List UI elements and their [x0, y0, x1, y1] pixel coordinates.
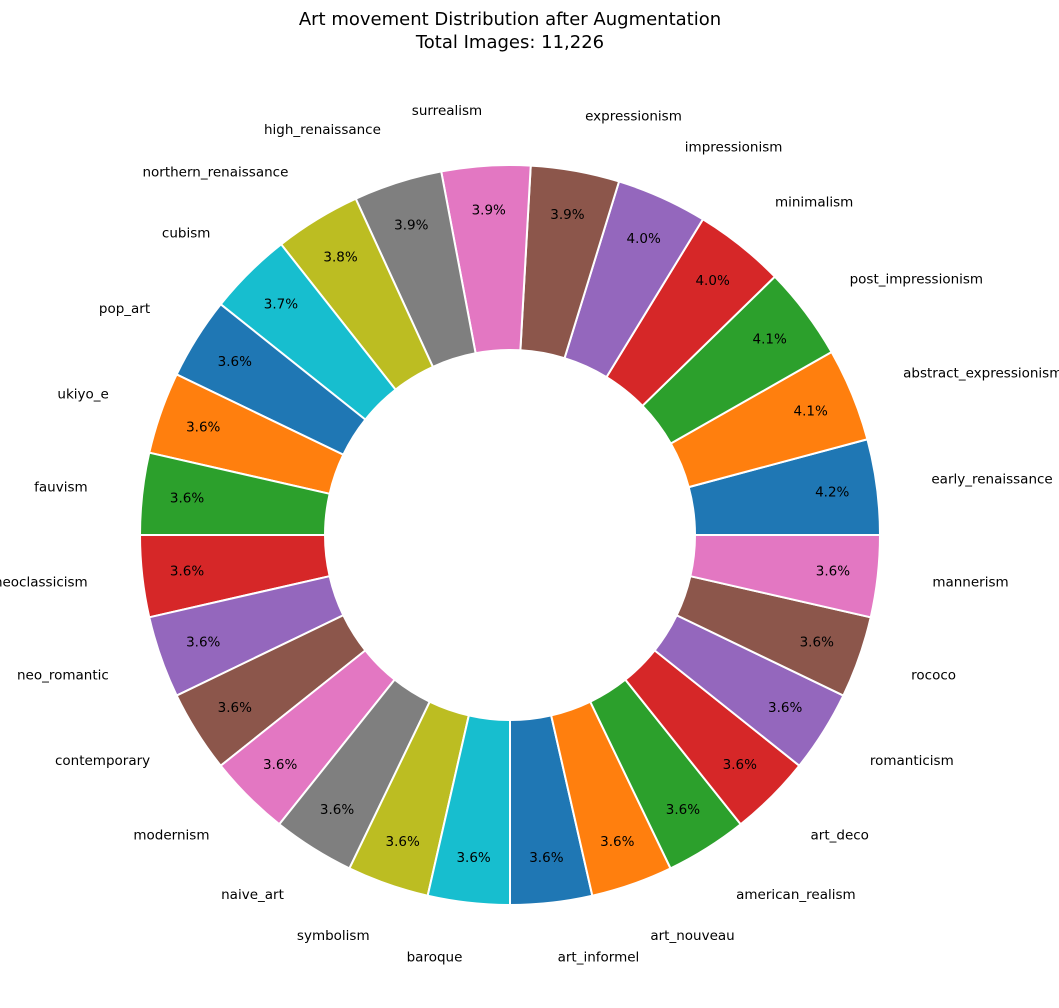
chart-title: Art movement Distribution after Augmenta… — [299, 9, 721, 30]
category-label-post-impressionism: post_impressionism — [850, 271, 984, 287]
slices-group — [138, 164, 882, 907]
category-label-romanticism: romanticism — [870, 753, 954, 769]
percent-label-ukiyo-e: 3.6% — [186, 420, 220, 436]
percent-label-modernism: 3.6% — [263, 757, 297, 773]
percent-label-neo-romantic: 3.6% — [186, 634, 220, 650]
category-label-pop-art: pop_art — [99, 301, 150, 317]
category-label-cubism: cubism — [162, 226, 210, 242]
percent-label-art-deco: 3.6% — [723, 757, 757, 773]
percent-label-baroque: 3.6% — [456, 850, 490, 866]
category-label-art-informel: art_informel — [558, 949, 640, 965]
category-labels-group: early_renaissance abstract_expressionism p… — [0, 103, 1059, 965]
percent-label-fauvism: 3.6% — [170, 491, 204, 507]
percent-label-cubism: 3.7% — [264, 296, 298, 312]
category-label-rococo: rococo — [911, 667, 956, 683]
category-label-fauvism: fauvism — [34, 479, 88, 495]
category-label-american-realism: american_realism — [736, 887, 856, 903]
percent-label-pop-art: 3.6% — [218, 354, 252, 370]
percent-label-surrealism: 3.9% — [472, 203, 506, 219]
category-label-neoclassicism: neoclassicism — [0, 575, 88, 591]
category-label-baroque: baroque — [407, 949, 463, 965]
category-label-abstract-expressionism: abstract_expressionism — [903, 366, 1059, 382]
percent-label-american-realism: 3.6% — [666, 802, 700, 818]
percent-label-post-impressionism: 4.1% — [753, 332, 787, 348]
percent-label-abstract-expressionism: 4.1% — [793, 404, 827, 420]
percent-label-mannerism: 3.6% — [816, 563, 850, 579]
percent-label-neoclassicism: 3.6% — [170, 563, 204, 579]
percent-label-expressionism: 3.9% — [550, 207, 584, 223]
category-label-minimalism: minimalism — [775, 195, 853, 211]
category-label-contemporary: contemporary — [55, 753, 150, 769]
percent-label-minimalism: 4.0% — [695, 273, 729, 289]
category-label-expressionism: expressionism — [585, 109, 682, 125]
percent-label-northern-renaissance: 3.8% — [323, 250, 357, 266]
category-label-art-deco: art_deco — [811, 828, 869, 844]
category-label-surrealism: surrealism — [412, 103, 482, 119]
chart-subtitle: Total Images: 11,226 — [415, 32, 604, 53]
percent-labels-group: 4.2% 4.1% 4.1% 4.0% 4.0% 3.9% 3.9% 3.9% 3.8% 3.7%… — [170, 203, 850, 866]
percent-label-rococo: 3.6% — [800, 634, 834, 650]
category-label-impressionism: impressionism — [685, 140, 783, 156]
slice-mannerism — [689, 534, 882, 619]
category-label-mannerism: mannerism — [932, 575, 1008, 591]
category-label-neo-romantic: neo_romantic — [17, 667, 109, 683]
category-label-symbolism: symbolism — [297, 928, 370, 944]
percent-label-naive-art: 3.6% — [320, 802, 354, 818]
category-label-modernism: modernism — [133, 828, 209, 844]
percent-label-romanticism: 3.6% — [768, 700, 802, 716]
percent-label-early-renaissance: 4.2% — [815, 485, 849, 501]
category-label-high-renaissance: high_renaissance — [264, 122, 381, 138]
percent-label-contemporary: 3.6% — [218, 700, 252, 716]
category-label-naive-art: naive_art — [221, 887, 284, 903]
percent-label-art-informel: 3.6% — [529, 850, 563, 866]
category-label-northern-renaissance: northern_renaissance — [142, 164, 288, 180]
percent-label-symbolism: 3.6% — [386, 834, 420, 850]
percent-label-high-renaissance: 3.9% — [394, 217, 428, 233]
category-label-art-nouveau: art_nouveau — [650, 928, 734, 944]
category-label-early-renaissance: early_renaissance — [931, 472, 1052, 488]
category-label-ukiyo-e: ukiyo_e — [57, 387, 108, 403]
percent-label-impressionism: 4.0% — [627, 231, 661, 247]
percent-label-art-nouveau: 3.6% — [600, 834, 634, 850]
